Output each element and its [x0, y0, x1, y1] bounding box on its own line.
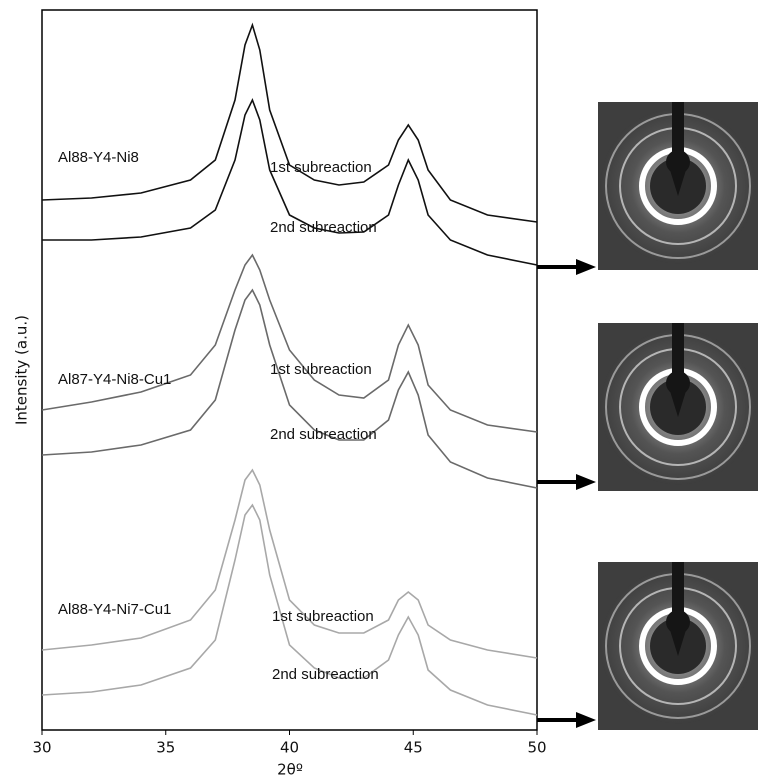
curve-label: 2nd subreaction	[270, 426, 377, 443]
curve-label: 1st subreaction	[270, 159, 372, 176]
plot	[41, 22, 538, 716]
curve-label: 2nd subreaction	[272, 666, 379, 683]
line-series	[42, 97, 538, 266]
x-tick-label: 50	[527, 739, 546, 757]
sample-label: Al87-Y4-Ni8-Cu1	[58, 371, 171, 388]
curve-label: 2nd subreaction	[270, 219, 377, 236]
line-series	[41, 468, 538, 659]
sample-label: Al88-Y4-Ni8	[58, 149, 139, 166]
y-axis-label: Intensity (a.u.)	[13, 315, 31, 425]
x-tick-label: 30	[32, 739, 51, 757]
x-tick-label: 35	[156, 739, 175, 757]
arrows	[537, 259, 596, 728]
curve-label: 1st subreaction	[270, 361, 372, 378]
line-series	[41, 503, 538, 716]
x-tick-label: 45	[404, 739, 423, 757]
diffraction-image	[598, 562, 758, 730]
sample-label: Al88-Y4-Ni7-Cu1	[58, 601, 171, 618]
x-tick-label: 40	[280, 739, 299, 757]
line-series	[41, 22, 538, 223]
line-series	[41, 288, 538, 489]
x-axis-label: 2θº	[277, 761, 303, 779]
curve-label: 1st subreaction	[272, 608, 374, 625]
diffraction-image	[598, 323, 758, 491]
line-series	[41, 253, 538, 433]
diffraction-image	[598, 102, 758, 270]
